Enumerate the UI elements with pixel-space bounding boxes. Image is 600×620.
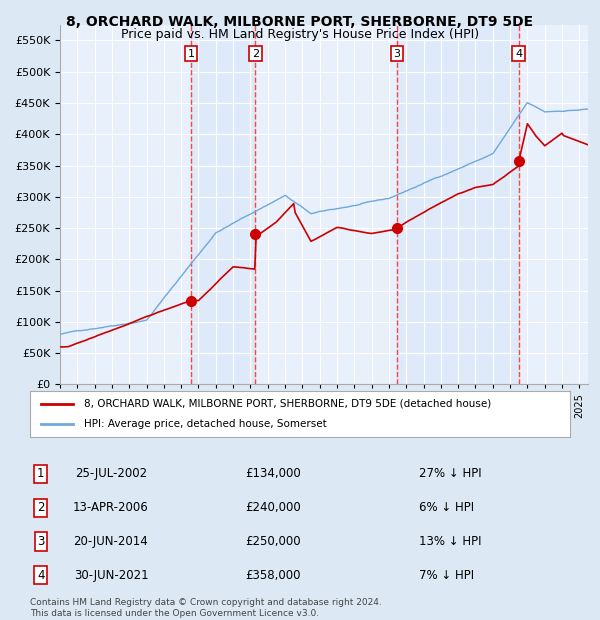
Text: Price paid vs. HM Land Registry's House Price Index (HPI): Price paid vs. HM Land Registry's House … (121, 28, 479, 41)
Text: 3: 3 (37, 535, 44, 548)
Text: 25-JUL-2002: 25-JUL-2002 (75, 467, 147, 481)
Text: 2: 2 (252, 48, 259, 58)
Text: 6% ↓ HPI: 6% ↓ HPI (419, 501, 474, 514)
Text: £240,000: £240,000 (245, 501, 301, 514)
Text: 13-APR-2006: 13-APR-2006 (73, 501, 149, 514)
Text: 13% ↓ HPI: 13% ↓ HPI (419, 535, 481, 548)
Text: 1: 1 (37, 467, 44, 481)
Text: £250,000: £250,000 (245, 535, 301, 548)
Text: 8, ORCHARD WALK, MILBORNE PORT, SHERBORNE, DT9 5DE: 8, ORCHARD WALK, MILBORNE PORT, SHERBORN… (67, 16, 533, 30)
Text: 7% ↓ HPI: 7% ↓ HPI (419, 569, 474, 582)
Bar (397, 25, 519, 384)
Text: 2: 2 (37, 501, 44, 514)
Text: HPI: Average price, detached house, Somerset: HPI: Average price, detached house, Some… (84, 419, 327, 429)
Text: £134,000: £134,000 (245, 467, 301, 481)
Text: 30-JUN-2021: 30-JUN-2021 (74, 569, 148, 582)
Text: 1: 1 (187, 48, 194, 58)
Bar (191, 25, 255, 384)
Text: 4: 4 (515, 48, 523, 58)
Text: 8, ORCHARD WALK, MILBORNE PORT, SHERBORNE, DT9 5DE (detached house): 8, ORCHARD WALK, MILBORNE PORT, SHERBORN… (84, 399, 491, 409)
Text: 3: 3 (394, 48, 401, 58)
Text: Contains HM Land Registry data © Crown copyright and database right 2024.
This d: Contains HM Land Registry data © Crown c… (30, 598, 382, 618)
Text: £358,000: £358,000 (245, 569, 301, 582)
Text: 27% ↓ HPI: 27% ↓ HPI (419, 467, 481, 481)
Text: 20-JUN-2014: 20-JUN-2014 (74, 535, 148, 548)
Text: 4: 4 (37, 569, 44, 582)
